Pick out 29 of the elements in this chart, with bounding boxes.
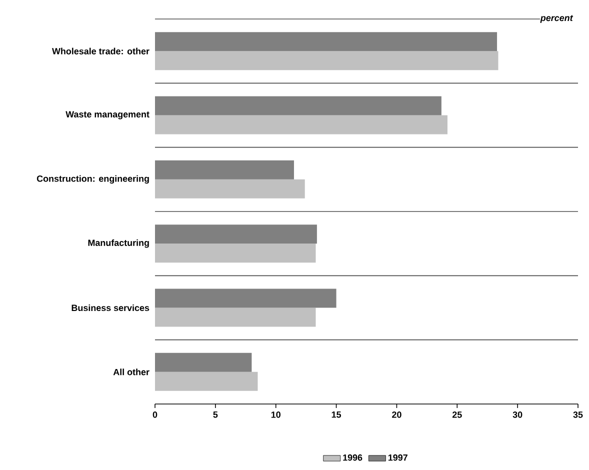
bar (155, 308, 316, 327)
bar (155, 32, 498, 52)
legend-label: 1997 (388, 454, 408, 461)
x-tick-label: 35 (573, 412, 583, 418)
bar (155, 352, 252, 372)
x-tick-label: 25 (452, 412, 462, 418)
x-tick-label: 20 (392, 412, 402, 418)
x-tick-label: 0 (152, 412, 158, 418)
legend-label: 1996 (343, 454, 362, 461)
x-axis-title: percent (540, 15, 574, 23)
x-tick-label: 30 (512, 412, 522, 418)
bar (155, 224, 317, 244)
bar (155, 179, 305, 198)
bar (155, 372, 258, 391)
bar (155, 160, 294, 180)
x-tick-label: 15 (332, 412, 342, 418)
x-tick-label: 10 (271, 412, 280, 418)
bar (155, 51, 498, 70)
bar (155, 288, 336, 308)
y-tick-label: Manufacturing (88, 239, 149, 248)
bar (155, 244, 316, 263)
bar (155, 115, 448, 134)
y-tick-label: Waste management (66, 111, 150, 120)
bar (155, 96, 442, 116)
y-tick-label: Business services (72, 304, 150, 312)
y-tick-label: Construction: engineering (36, 175, 149, 184)
y-tick-label: Wholesale trade: other (52, 48, 150, 54)
x-tick-label: 5 (213, 412, 218, 418)
y-tick-label: All other (113, 368, 150, 376)
